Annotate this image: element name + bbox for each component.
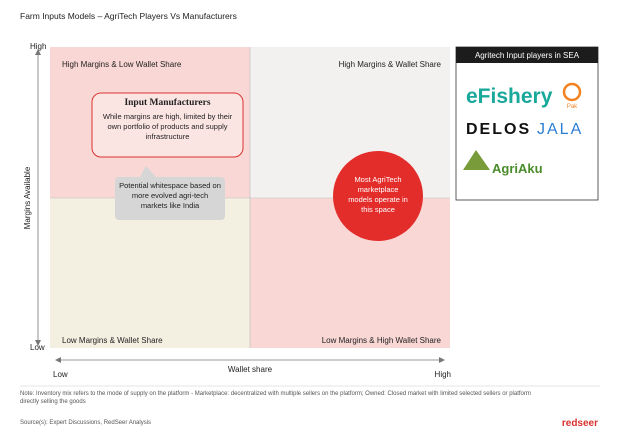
axis-label: Wallet share bbox=[228, 365, 273, 374]
logo: AgriAku bbox=[492, 161, 543, 176]
quadrant-label: High Margins & Low Wallet Share bbox=[62, 60, 182, 69]
quadrant-label: High Margins & Wallet Share bbox=[339, 60, 442, 69]
manufacturer-box bbox=[91, 92, 244, 158]
callout-text: While margins are high, limited by their… bbox=[102, 112, 233, 141]
logo: DELOS bbox=[466, 121, 531, 138]
manufacturer-callout: Input Manufacturers While margins are hi… bbox=[96, 97, 239, 142]
marketplace-callout: Most AgriTech marketplace models operate… bbox=[348, 175, 408, 215]
quadrant-bg bbox=[50, 198, 250, 348]
source: Source(s): Expert Discussions, RedSeer A… bbox=[20, 420, 151, 426]
logo: JALA bbox=[537, 121, 583, 138]
axis-end: Low bbox=[53, 370, 68, 379]
title: Farm Inputs Models – AgriTech Players Vs… bbox=[20, 11, 237, 21]
callout-title: Input Manufacturers bbox=[124, 98, 211, 108]
panel bbox=[455, 46, 599, 201]
quadrant-label: Low Margins & Wallet Share bbox=[62, 336, 163, 345]
axis-end: High bbox=[435, 370, 451, 379]
panel-header bbox=[456, 47, 598, 63]
axis-label: Margins Available bbox=[23, 166, 32, 229]
brand: redseer bbox=[562, 418, 598, 429]
logo: Pak bbox=[567, 104, 578, 110]
note: Note: Inventory mix refers to the mode o… bbox=[20, 391, 531, 405]
marketplace-circle bbox=[333, 151, 423, 241]
logo: eFishery bbox=[466, 85, 553, 108]
axis-end: High bbox=[30, 42, 46, 51]
whitespace-box bbox=[115, 177, 225, 220]
callout-pointer bbox=[140, 166, 156, 177]
logo-icon bbox=[562, 82, 582, 102]
logo-icon bbox=[463, 150, 490, 170]
quadrant-label: Low Margins & High Wallet Share bbox=[322, 336, 442, 345]
whitespace-callout: Potential whitespace based on more evolv… bbox=[119, 181, 221, 210]
panel-title: Agritech Input players in SEA bbox=[475, 51, 580, 60]
axis-end: Low bbox=[30, 343, 45, 352]
